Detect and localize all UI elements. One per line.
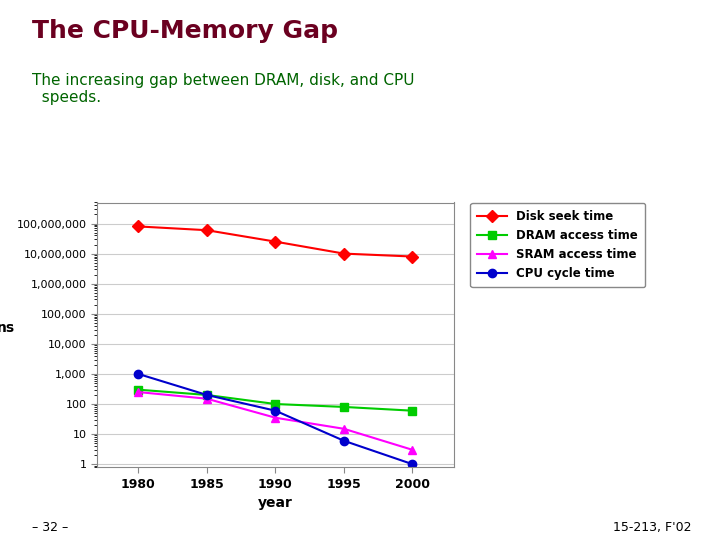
Legend: Disk seek time, DRAM access time, SRAM access time, CPU cycle time: Disk seek time, DRAM access time, SRAM a… [470,203,645,287]
Y-axis label: ns: ns [0,321,14,335]
Text: – 32 –: – 32 – [32,521,68,534]
X-axis label: year: year [258,496,293,510]
SRAM access time [340,426,348,432]
Disk seek time [134,223,143,230]
Disk seek time [408,253,417,260]
Text: The CPU-Memory Gap: The CPU-Memory Gap [32,19,338,43]
DRAM access time [134,387,143,393]
DRAM access time [340,404,348,410]
Line: DRAM access time: DRAM access time [134,386,417,415]
Disk seek time [340,251,348,257]
Disk seek time [271,238,280,245]
DRAM access time [202,392,211,398]
Line: Disk seek time: Disk seek time [134,222,417,261]
SRAM access time [202,395,211,402]
CPU cycle time [202,392,211,398]
Disk seek time [202,227,211,233]
SRAM access time [134,389,143,395]
DRAM access time [271,401,280,407]
CPU cycle time [134,370,143,377]
CPU cycle time [408,461,417,468]
Text: 15-213, F'02: 15-213, F'02 [613,521,691,534]
CPU cycle time [271,408,280,414]
SRAM access time [408,447,417,453]
Text: The increasing gap between DRAM, disk, and CPU
  speeds.: The increasing gap between DRAM, disk, a… [32,73,415,105]
SRAM access time [271,415,280,421]
DRAM access time [408,408,417,414]
CPU cycle time [340,437,348,444]
Line: CPU cycle time: CPU cycle time [134,370,417,468]
Line: SRAM access time: SRAM access time [134,388,417,454]
